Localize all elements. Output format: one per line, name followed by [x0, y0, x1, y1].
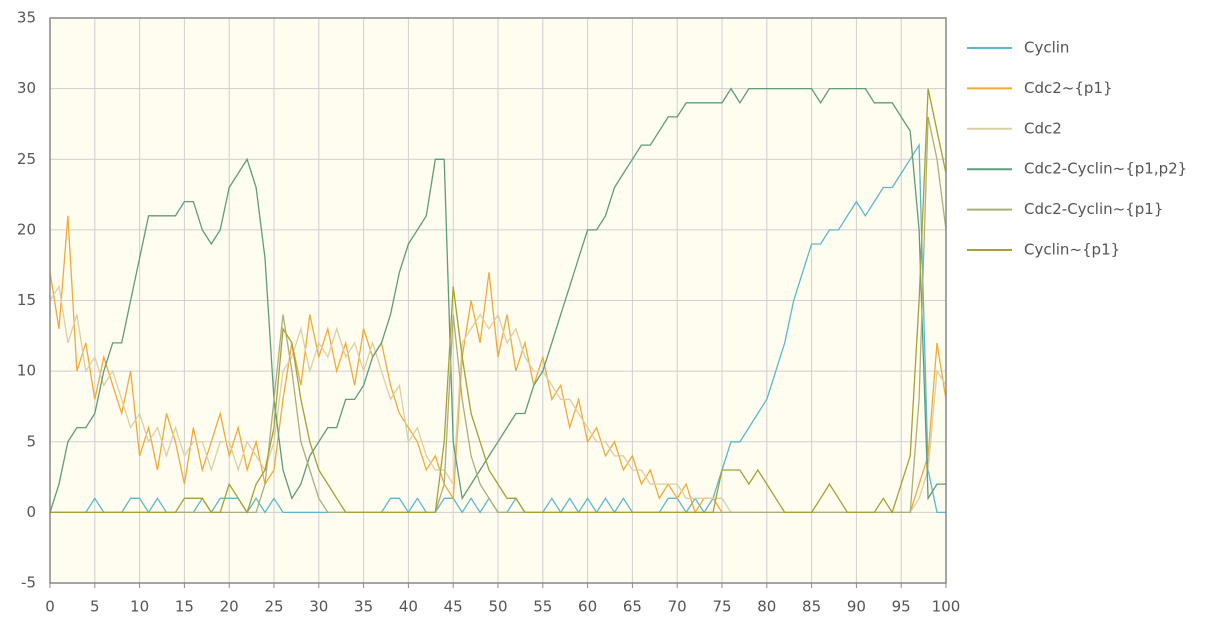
y-tick-label: 0	[26, 503, 36, 521]
x-tick-label: 70	[668, 598, 687, 616]
y-tick-label: 10	[17, 362, 36, 380]
lines	[49, 87, 947, 514]
x-tick-label: 100	[932, 598, 961, 616]
x-tick-label: 75	[712, 598, 731, 616]
legend-label: Cdc2~{p1}	[1024, 79, 1113, 97]
x-tick-label: 25	[264, 598, 283, 616]
x-tick-label: 85	[802, 598, 821, 616]
legend: Cyclin Cdc2~{p1} Cdc2 Cdc2-Cyclin~{p1,p2} Cd…	[967, 39, 1187, 259]
x-tick-label: 95	[892, 598, 911, 616]
x-tick-label: 50	[488, 598, 507, 616]
y-tick-label: 25	[17, 150, 36, 168]
grid	[49, 17, 947, 588]
x-tick-label: 45	[444, 598, 463, 616]
y-tick-label: 30	[17, 79, 36, 97]
x-tick-label: 55	[533, 598, 552, 616]
x-tick-label: 10	[130, 598, 149, 616]
x-tick-label: 15	[175, 598, 194, 616]
x-tick-label: 0	[45, 598, 55, 616]
x-tick-label: 5	[90, 598, 100, 616]
y-tick-label: 5	[26, 432, 36, 450]
y-tick-label: 35	[17, 9, 36, 27]
legend-label: Cdc2-Cyclin~{p1}	[1024, 200, 1163, 218]
y-tick-label: 20	[17, 220, 36, 238]
series-line	[50, 88, 947, 514]
series-line	[49, 87, 946, 513]
x-tick-label: 20	[220, 598, 239, 616]
legend-label: Cyclin	[1024, 39, 1069, 57]
x-tick-label: 60	[578, 598, 597, 616]
legend-label: Cyclin~{p1}	[1024, 241, 1120, 259]
x-tick-label: 30	[309, 598, 328, 616]
x-tick-label: 80	[757, 598, 776, 616]
x-tick-label: 40	[399, 598, 418, 616]
x-tick-label: 90	[847, 598, 866, 616]
y-tick-label: -5	[21, 574, 36, 592]
x-tick-label: 35	[354, 598, 373, 616]
legend-label: Cdc2	[1024, 119, 1062, 137]
plot-frame	[49, 17, 947, 584]
y-tick-label: 15	[17, 291, 36, 309]
labels: -5 0 5 10 15 20 25 30 35 0 5 10 15 20 25 30 35 40 45 50 55 60…	[17, 9, 960, 616]
x-tick-label: 65	[623, 598, 642, 616]
legend-label: Cdc2-Cyclin~{p1,p2}	[1024, 160, 1187, 178]
